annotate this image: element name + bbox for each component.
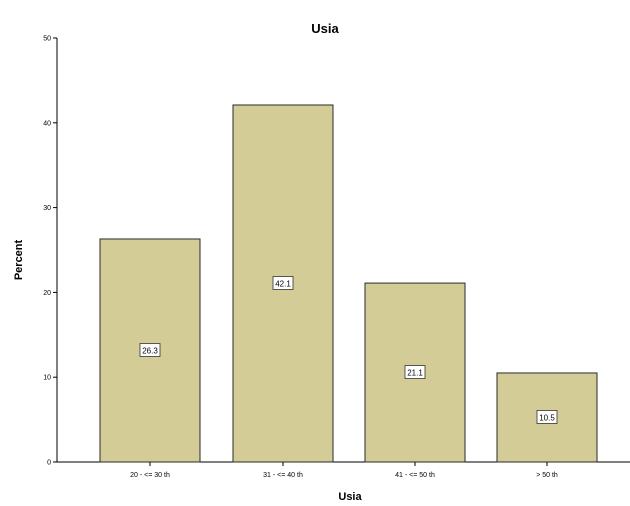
x-tick-label: 31 - <= 40 th [263,472,303,479]
y-tick-label: 0 [47,460,51,467]
data-label-box [536,410,558,424]
chart-title: Usia [311,21,339,36]
x-tick-label: 20 - <= 30 th [130,472,170,479]
y-tick-label: 20 [43,290,51,297]
x-axis-title: Usia [338,491,362,503]
data-label: 26.3 [142,346,158,355]
y-tick-label: 30 [43,205,51,212]
y-tick-label: 50 [43,36,51,43]
data-label-box [272,276,294,290]
x-tick-label: 41 - <= 50 th [395,472,435,479]
plot-area: 0 10 20 30 40 50 20 - <= 30 th 26.3 31 - <= 40 t… [43,36,630,479]
y-tick-label: 10 [43,375,51,382]
data-label: 10.5 [539,413,555,422]
data-label-box [404,365,426,379]
data-label: 42.1 [275,279,291,288]
data-label: 21.1 [407,369,423,378]
data-label-box [139,343,161,357]
x-tick-label: > 50 th [536,472,558,479]
y-tick-label: 40 [43,120,51,127]
y-axis-title: Percent [13,239,25,280]
